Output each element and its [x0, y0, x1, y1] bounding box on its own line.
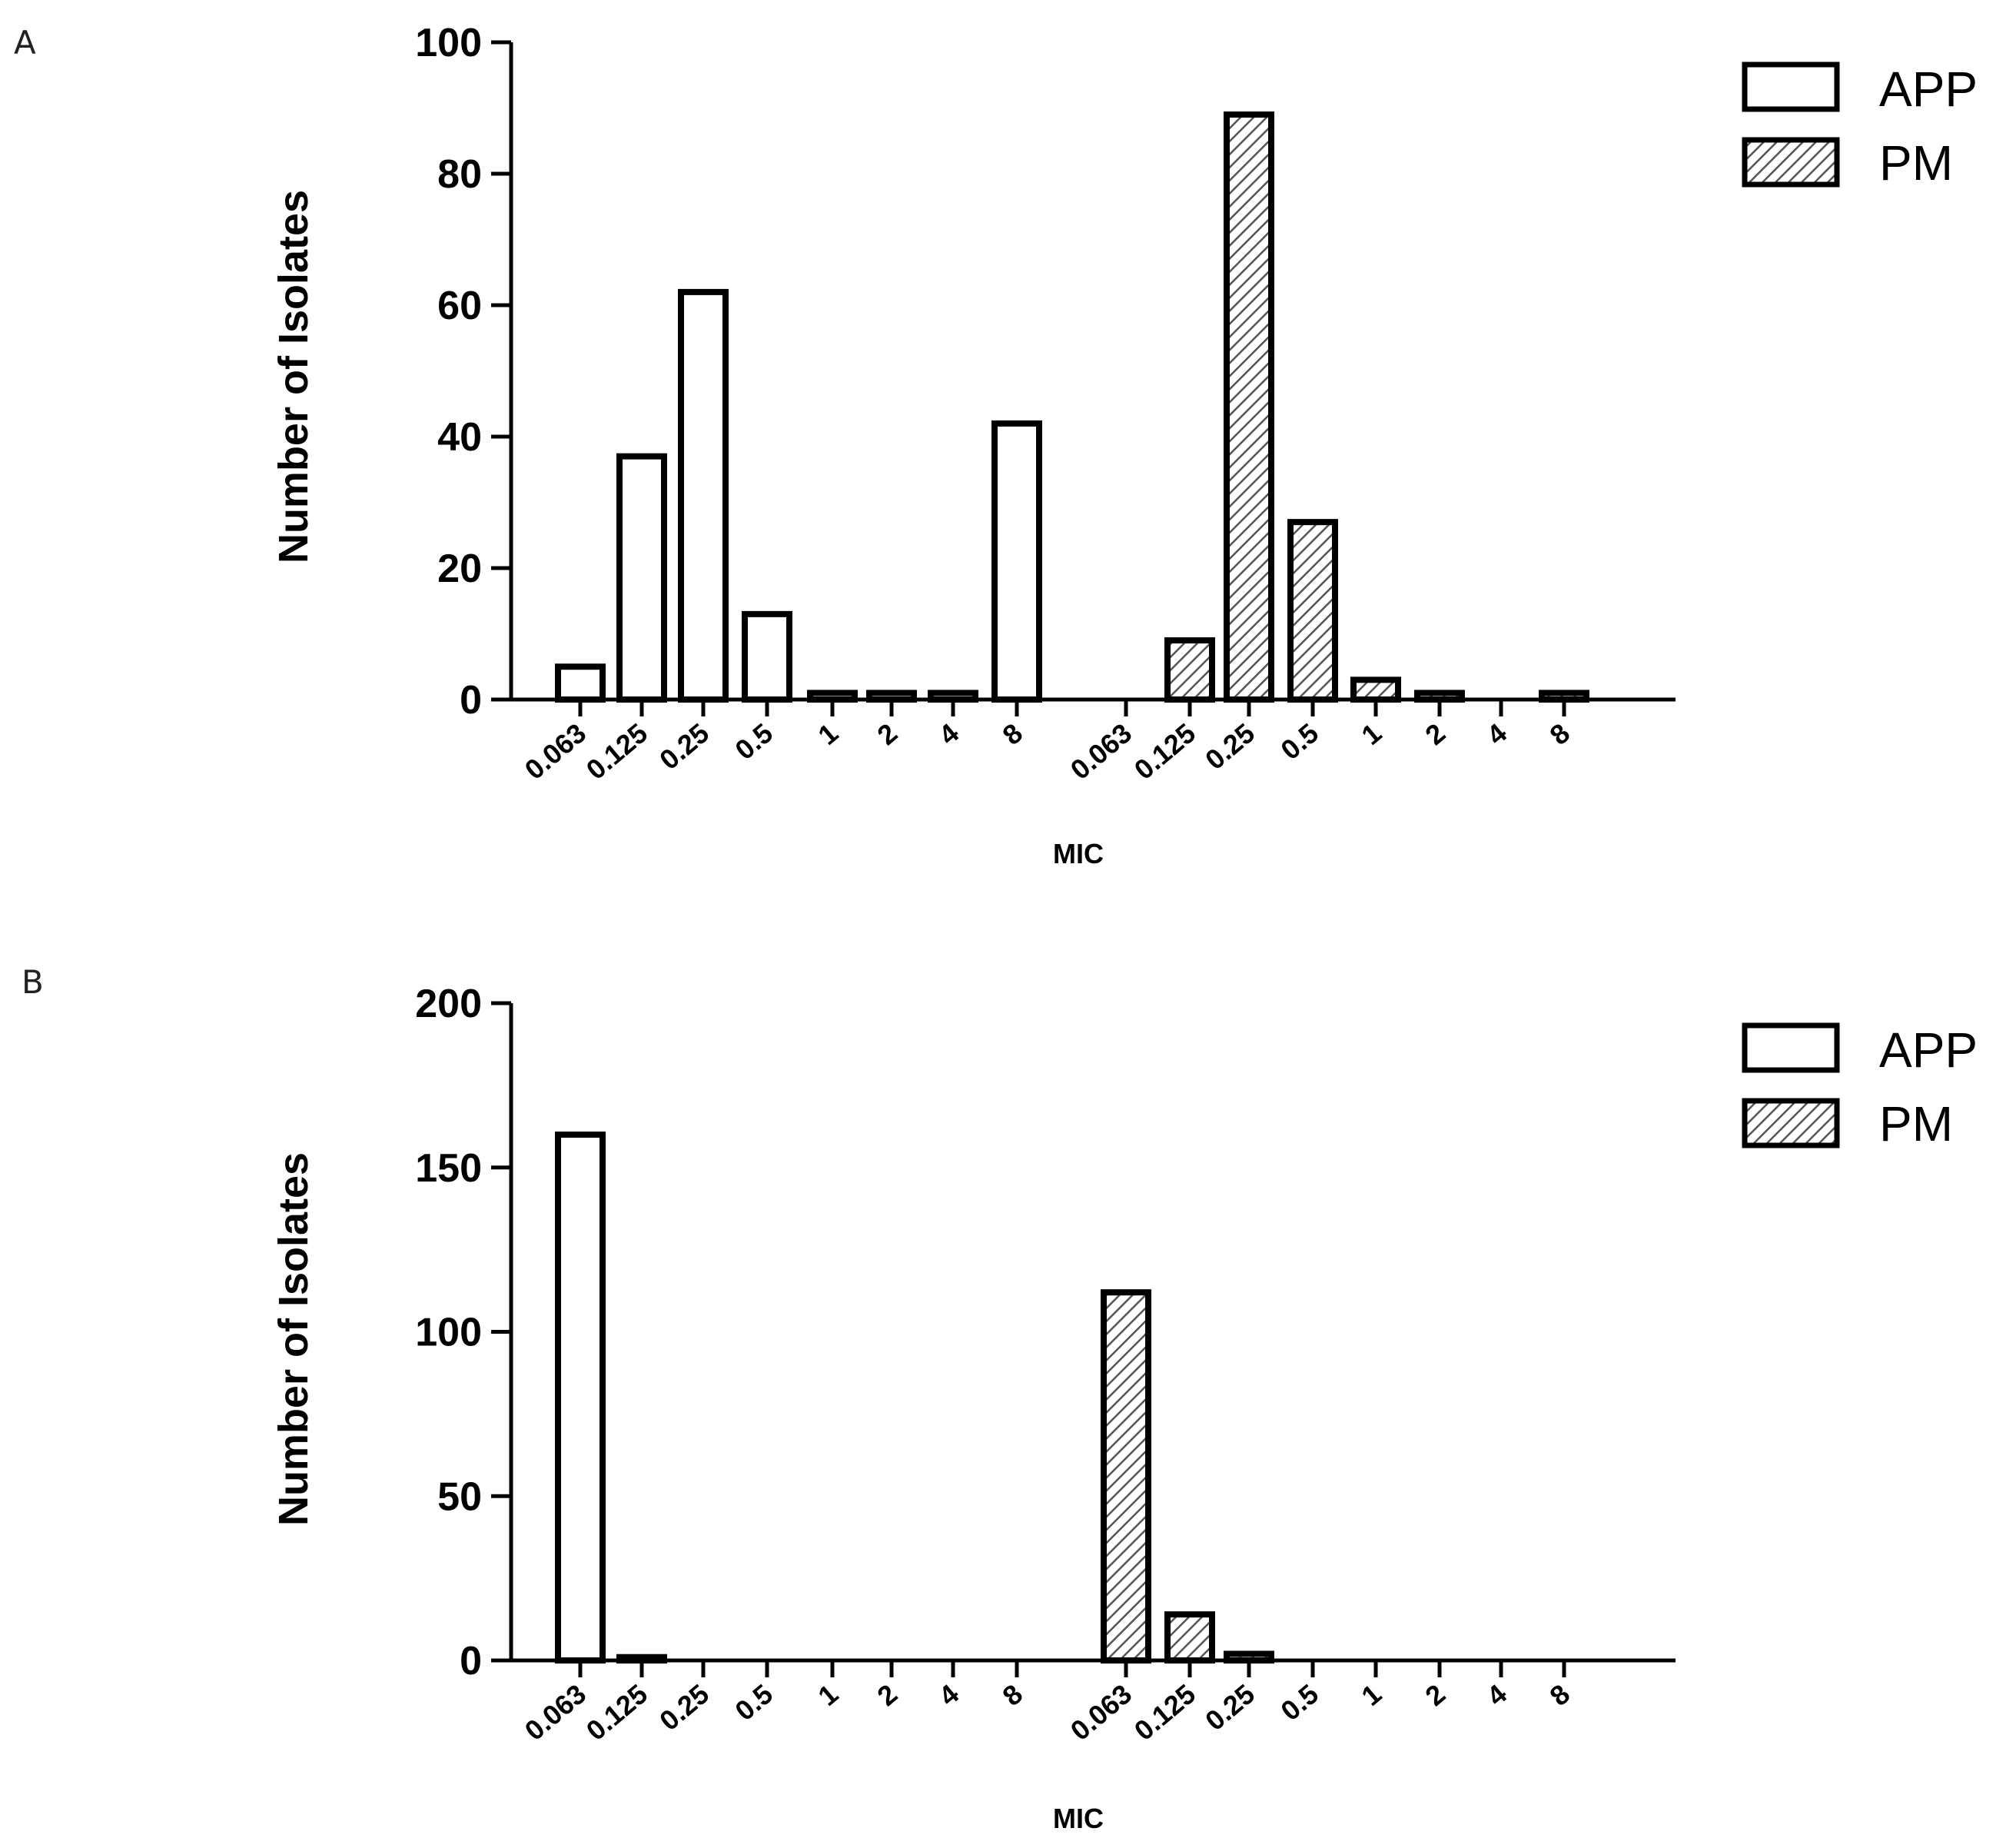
bar-app-2 — [866, 690, 917, 703]
bar-app-1 — [807, 690, 858, 703]
x-axis-title: MIC — [1053, 838, 1104, 869]
y-tick-label: 20 — [437, 547, 482, 591]
x-axis-title: MIC — [1053, 1803, 1104, 1834]
x-tick-label: 8 — [996, 717, 1028, 751]
panel-letter-b: B — [22, 963, 44, 1001]
legend: APP PM — [1742, 1022, 1978, 1152]
bar-pm-0_25 — [1224, 1650, 1274, 1664]
bar-app-0_5 — [742, 610, 792, 703]
x-tick-label: 0.125 — [1128, 717, 1201, 786]
x-tick-label: 0.125 — [580, 717, 653, 786]
bar-pm-0_25 — [1224, 111, 1274, 703]
bar-pm-8 — [1539, 690, 1589, 703]
y-tick-label: 100 — [415, 21, 482, 65]
x-tick-label: 8 — [1543, 717, 1576, 751]
y-tick-label: 60 — [437, 284, 482, 328]
bar-app-0_125 — [616, 453, 667, 703]
bar-app-0_125 — [616, 1654, 667, 1664]
y-axis-title: Number of Isolates — [271, 190, 317, 563]
bar-pm-2 — [1414, 690, 1465, 703]
x-tick-label: 0.25 — [653, 1678, 715, 1737]
x-tick-label: 0.063 — [519, 1678, 592, 1747]
x-tick-label: 2 — [1419, 1678, 1451, 1712]
x-tick-label: 8 — [1543, 1678, 1576, 1712]
x-tick-label: 4 — [1480, 1678, 1513, 1712]
x-tick-label: 4 — [932, 717, 965, 751]
panel-letter-a: A — [14, 24, 36, 61]
x-tick-label: 1 — [1355, 1678, 1387, 1712]
legend-swatch-app — [1742, 61, 1840, 112]
legend-swatch-pm — [1742, 137, 1840, 188]
x-tick-label: 0.5 — [729, 717, 779, 766]
legend-swatch-app — [1742, 1022, 1840, 1073]
x-tick-label: 1 — [1355, 717, 1387, 751]
x-tick-label: 0.5 — [729, 1678, 779, 1727]
legend-label-app: APP — [1879, 1022, 1978, 1078]
x-tick-label: 0.063 — [519, 717, 592, 786]
x-tick-label: 4 — [1480, 717, 1513, 751]
x-tick-label: 0.125 — [580, 1678, 653, 1747]
x-tick-label: 2 — [871, 717, 903, 751]
bar-pm-1 — [1350, 676, 1401, 703]
x-tick-label: 1 — [812, 1678, 844, 1712]
bar-app-0_25 — [678, 288, 729, 703]
bar-pm-0_063 — [1101, 1289, 1151, 1664]
x-tick-label: 0.25 — [1199, 717, 1260, 776]
legend: APP PM — [1742, 61, 1978, 191]
x-tick-label: 0.063 — [1064, 1678, 1138, 1747]
y-tick-label: 80 — [437, 152, 482, 197]
y-tick-label: 0 — [460, 678, 482, 723]
bar-pm-0_125 — [1164, 637, 1215, 703]
x-tick-label: 0.5 — [1274, 1678, 1324, 1727]
x-tick-label: 8 — [996, 1678, 1028, 1712]
x-tick-label: 0.063 — [1064, 717, 1138, 786]
bar-pm-0_5 — [1287, 519, 1338, 703]
x-tick-label: 0.25 — [653, 717, 715, 776]
x-tick-label: 0.125 — [1128, 1678, 1201, 1747]
x-tick-label: 1 — [812, 717, 844, 751]
legend-swatch-pm — [1742, 1098, 1840, 1148]
y-tick-label: 200 — [415, 982, 482, 1026]
y-tick-label: 0 — [460, 1639, 482, 1683]
legend-label-pm: PM — [1879, 1096, 1953, 1152]
bar-app-4 — [928, 690, 978, 703]
legend-label-app: APP — [1879, 61, 1978, 117]
x-tick-label: 2 — [1419, 717, 1451, 751]
legend-label-pm: PM — [1879, 135, 1953, 191]
x-tick-label: 4 — [932, 1678, 965, 1712]
y-tick-label: 40 — [437, 415, 482, 460]
x-tick-label: 0.25 — [1199, 1678, 1260, 1737]
bar-app-0_063 — [555, 663, 606, 703]
y-tick-label: 100 — [415, 1311, 482, 1355]
bar-app-0_063 — [555, 1132, 606, 1664]
y-tick-label: 50 — [437, 1474, 482, 1519]
bar-app-8 — [991, 420, 1042, 703]
x-tick-label: 0.5 — [1274, 717, 1324, 766]
bar-pm-0_125 — [1164, 1611, 1215, 1664]
x-tick-label: 2 — [871, 1678, 903, 1712]
y-tick-label: 150 — [415, 1146, 482, 1191]
y-axis-title: Number of Isolates — [271, 1152, 317, 1526]
